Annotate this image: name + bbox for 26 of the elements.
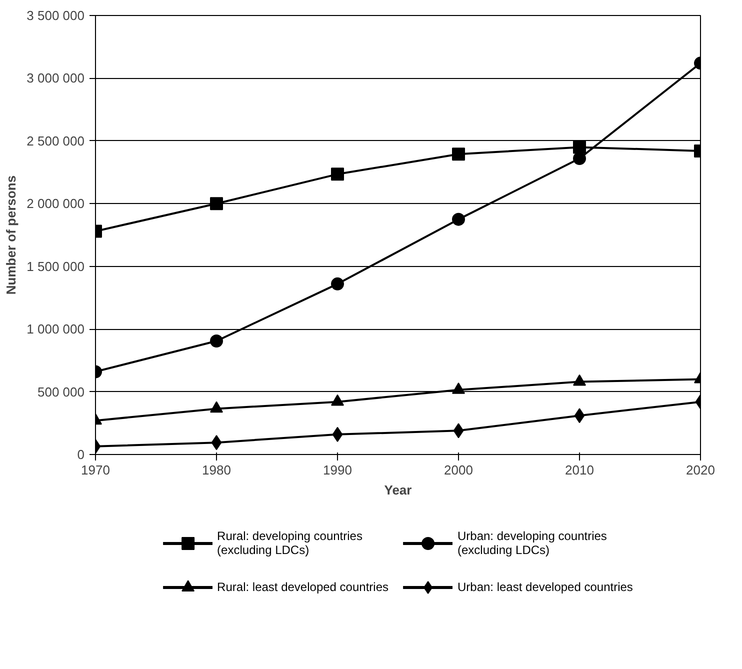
point xyxy=(331,277,344,290)
y-tick-label: 0 xyxy=(77,447,85,462)
legend-label: Urban: developing countries (excluding LDCs) xyxy=(457,528,607,558)
legend-label: Rural: developing countries (excluding LDCs) xyxy=(217,528,362,558)
y-tick-label: 1 000 000 xyxy=(26,322,85,337)
y-tick-label: 1 500 000 xyxy=(26,258,85,274)
x-tick-label: 1970 xyxy=(81,462,110,478)
legend-label: Rural: least developed countries xyxy=(217,579,388,596)
x-tick-label: 2000 xyxy=(444,462,473,478)
x-tick-label: 1990 xyxy=(323,462,352,478)
point xyxy=(332,426,343,442)
y-axis-title: Number of persons xyxy=(4,175,19,295)
point xyxy=(452,212,465,226)
point xyxy=(452,148,465,161)
point xyxy=(453,423,464,438)
x-tick-label: 2010 xyxy=(565,462,594,478)
x-tick-label: 2020 xyxy=(686,462,715,478)
y-tick-label: 3 000 000 xyxy=(26,70,85,86)
point xyxy=(331,168,344,181)
y-tick-label: 2 500 000 xyxy=(26,133,85,148)
y-tick-label: 500 000 xyxy=(38,384,85,400)
legend-label: Urban: least developed countries xyxy=(457,579,633,596)
x-axis-title: Year xyxy=(384,482,412,498)
y-tick-label: 3 500 000 xyxy=(26,8,85,23)
y-tick-label: 2 000 000 xyxy=(26,196,85,212)
x-tick-label: 1980 xyxy=(202,462,231,478)
